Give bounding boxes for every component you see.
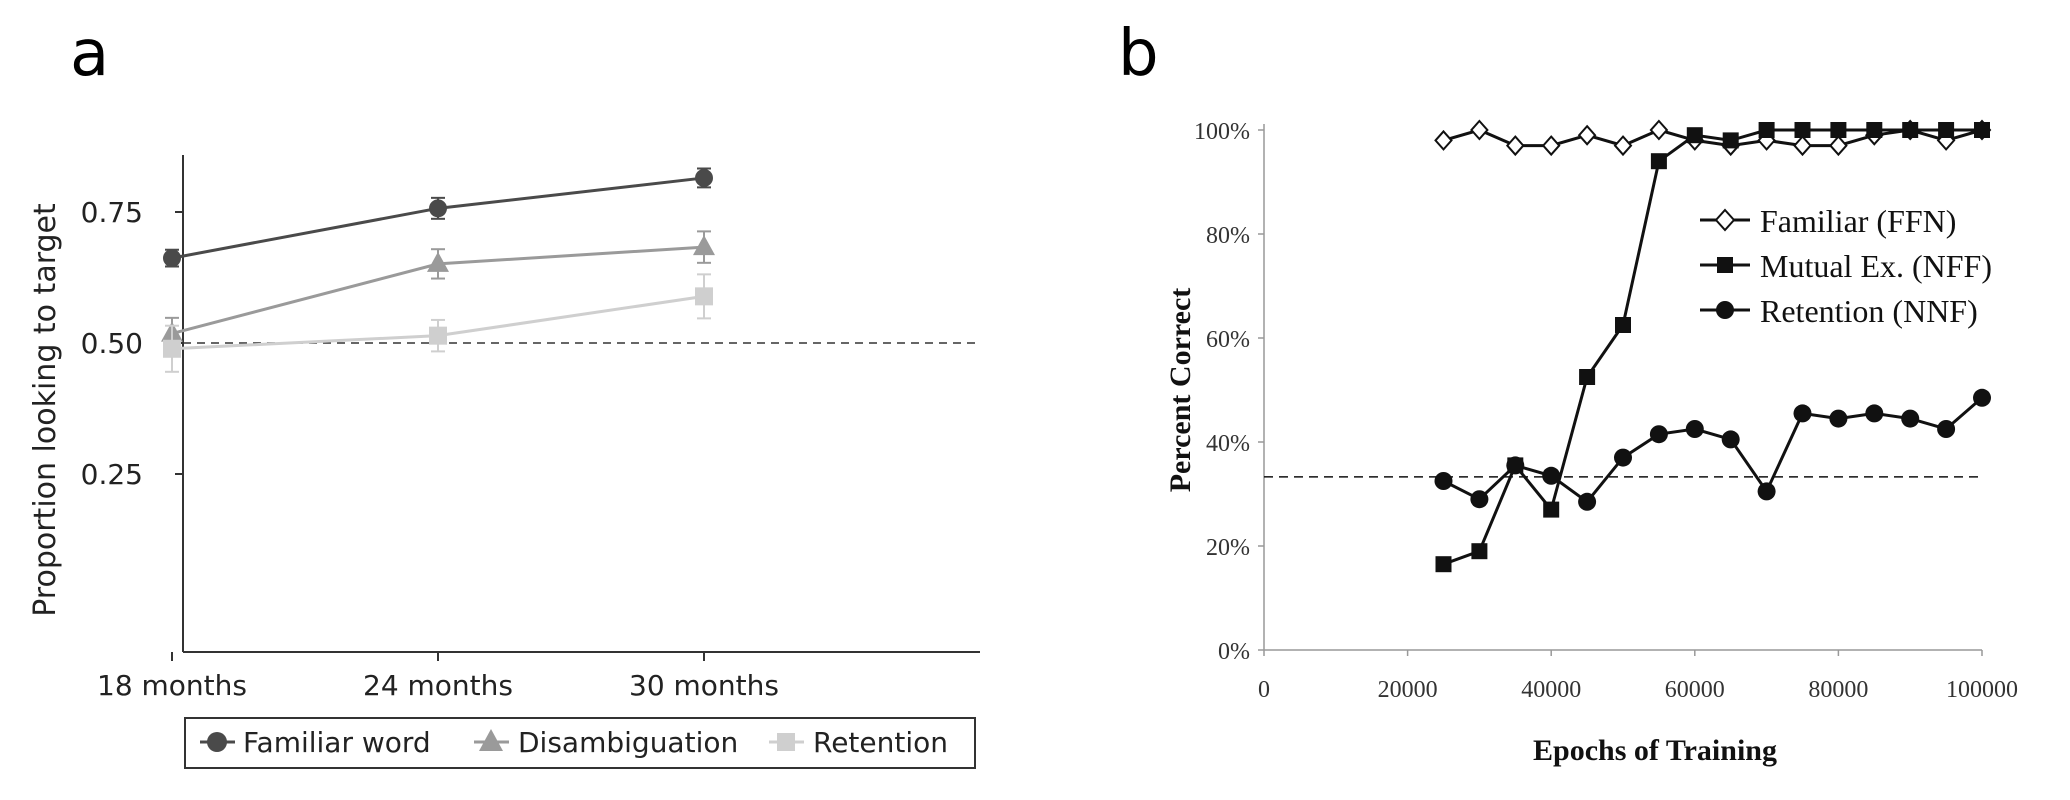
data-point-triangle: [693, 235, 715, 256]
data-point-circle: [1829, 409, 1848, 428]
legend-marker-retention: [777, 733, 795, 751]
data-point-circle: [1865, 404, 1884, 423]
data-point-square: [695, 287, 713, 306]
data-point-circle: [1578, 492, 1597, 511]
y-axis-title-b: Percent Correct: [1164, 288, 1197, 493]
data-point-square: [1722, 132, 1739, 149]
y-tick-label-b: 40%: [1206, 431, 1250, 457]
data-point-square: [1902, 122, 1919, 138]
data-point-square: [1830, 122, 1847, 138]
data-point-circle: [429, 199, 447, 218]
legend-label-familiar-ffn: Familiar (FFN): [1760, 203, 1956, 239]
data-point-circle: [1793, 404, 1812, 423]
legend-label-familiar-word: Familiar word: [243, 726, 431, 759]
data-point-diamond: [1649, 119, 1669, 141]
legend-item-disambiguation: Disambiguation: [474, 726, 738, 759]
x-tick-label-a: 18 months: [97, 669, 247, 702]
chart-panel-a: Proportion looking to target 0.25 0.50 0.7…: [28, 155, 980, 769]
legend-marker-nnf: [1716, 301, 1734, 319]
data-point-diamond: [1505, 135, 1525, 157]
data-point-circle: [1542, 466, 1561, 485]
x-tick-label-b: 20000: [1378, 677, 1438, 703]
x-tick-label-a: 24 months: [363, 669, 513, 702]
x-tick-label-b: 100000: [1946, 677, 2018, 703]
data-point-diamond: [1541, 135, 1561, 157]
legend-label-retention: Retention: [813, 726, 948, 759]
data-point-circle: [1470, 490, 1489, 509]
legend-marker-disambiguation: [479, 729, 503, 751]
legend-marker-ffn: [1714, 208, 1736, 232]
data-point-diamond: [1829, 135, 1848, 157]
data-point-circle: [1973, 388, 1991, 407]
legend-item-familiar-ffn: Familiar (FFN): [1700, 203, 1956, 239]
series-line-square: [1442, 128, 1982, 566]
y-tick-label-b: 80%: [1206, 223, 1250, 249]
y-tick-label-b: 20%: [1206, 535, 1250, 561]
x-tick-label-b: 60000: [1665, 677, 1725, 703]
data-point-triangle: [427, 251, 449, 272]
data-point-circle: [1721, 430, 1740, 449]
data-point-square: [1543, 501, 1560, 518]
data-point-circle: [1506, 456, 1525, 475]
data-point-square: [429, 326, 447, 345]
data-point-circle: [1901, 409, 1920, 428]
legend-b: Familiar (FFN) Mutual Ex. (NFF) Retentio…: [1700, 203, 1992, 329]
data-point-circle: [1434, 472, 1453, 490]
data-point-circle: [163, 249, 181, 268]
data-point-circle: [1614, 448, 1632, 467]
data-point-square: [1938, 122, 1955, 138]
series-line-diamond-open: [1443, 128, 1983, 148]
legend-item-retention: Retention: [769, 726, 948, 759]
data-point-circle: [695, 168, 713, 187]
chart-panel-b: Percent Correct Epochs of Training 0% 20%…: [1164, 119, 2018, 767]
x-tick-label-b: 0: [1258, 677, 1270, 703]
y-tick-label-a: 0.75: [81, 196, 143, 229]
data-point-circle: [1757, 482, 1776, 501]
data-point-square: [1794, 122, 1811, 138]
data-point-circle: [1649, 425, 1668, 444]
panel-label-a: a: [70, 17, 109, 91]
data-point-square: [1471, 543, 1488, 560]
data-point-diamond: [1613, 135, 1633, 157]
data-point-square: [1686, 127, 1703, 144]
x-axis-title-b: Epochs of Training: [1533, 734, 1777, 767]
legend-a: Familiar word Disambiguation Retention: [184, 717, 976, 769]
legend-label-retention-nnf: Retention (NNF): [1760, 293, 1978, 329]
data-point-square: [1974, 122, 1990, 138]
legend-label-mutual-ex: Mutual Ex. (NFF): [1760, 248, 1992, 284]
data-point-square: [163, 339, 181, 358]
panel-label-b: b: [1118, 17, 1159, 91]
data-point-diamond: [1470, 119, 1489, 141]
y-tick-label-a: 0.50: [81, 327, 143, 360]
data-point-square: [1650, 153, 1667, 170]
x-tick-label-b: 40000: [1521, 677, 1581, 703]
legend-label-disambiguation: Disambiguation: [518, 726, 738, 759]
series-line-circle: [1442, 396, 1983, 504]
legend-marker-nff: [1717, 257, 1733, 273]
data-point-square: [1866, 122, 1883, 138]
data-point-diamond: [1793, 135, 1812, 157]
y-tick-label-b: 0%: [1218, 639, 1250, 665]
y-tick-label-a: 0.25: [81, 458, 143, 491]
data-point-square: [1579, 369, 1596, 385]
data-point-diamond: [1434, 129, 1453, 151]
y-tick-label-b: 60%: [1206, 327, 1250, 353]
legend-box-a: [184, 717, 976, 769]
x-tick-label-a: 30 months: [629, 669, 779, 702]
data-point-square: [1435, 556, 1452, 573]
x-tick-label-b: 80000: [1808, 677, 1868, 703]
data-point-circle: [1685, 420, 1704, 438]
legend-item-mutual-ex: Mutual Ex. (NFF): [1700, 248, 1992, 284]
legend-item-familiar-word: Familiar word: [200, 726, 431, 759]
data-point-circle: [1937, 420, 1956, 438]
data-point-diamond: [1577, 124, 1597, 146]
y-tick-label-b: 100%: [1194, 119, 1250, 145]
legend-marker-familiar: [207, 732, 227, 752]
y-axis-title-a: Proportion looking to target: [28, 203, 63, 617]
legend-item-retention-nnf: Retention (NNF): [1700, 293, 1978, 329]
data-point-square: [1758, 122, 1775, 138]
data-point-square: [1615, 317, 1631, 333]
